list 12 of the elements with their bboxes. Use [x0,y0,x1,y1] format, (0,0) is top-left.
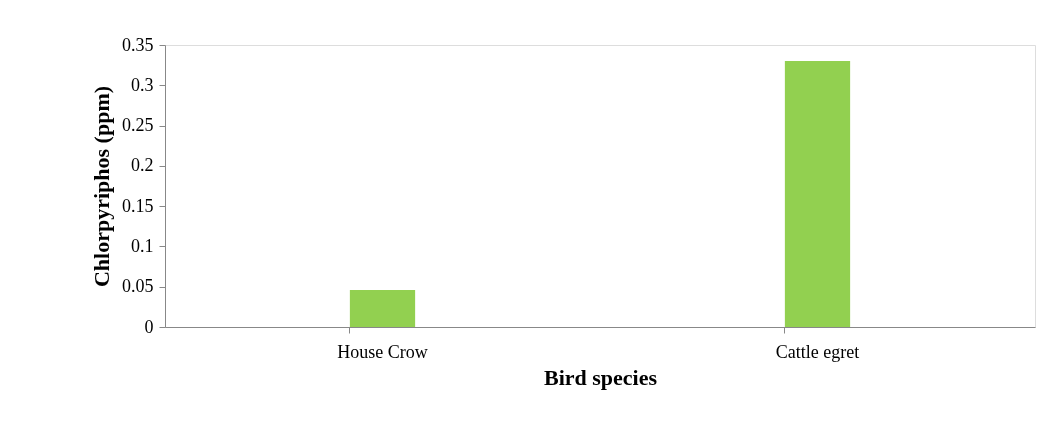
x-tick-label: Cattle egret [775,341,860,362]
x-axis-title: Bird species [543,364,658,390]
y-tick-label: 0 [144,316,154,337]
y-axis-title: Chlorpyriphos (ppm) [89,85,114,288]
y-tick-label: 0.25 [122,115,154,136]
x-tick-label: House Crow [337,341,428,362]
y-tick-label: 0.2 [131,155,154,176]
y-tick-label: 0.15 [122,195,154,216]
y-tick-label: 0.3 [131,74,154,95]
y-tick-label: 0.1 [131,235,154,256]
y-tick-label: 0.05 [122,276,154,297]
y-tick-label: 0.35 [122,34,154,55]
